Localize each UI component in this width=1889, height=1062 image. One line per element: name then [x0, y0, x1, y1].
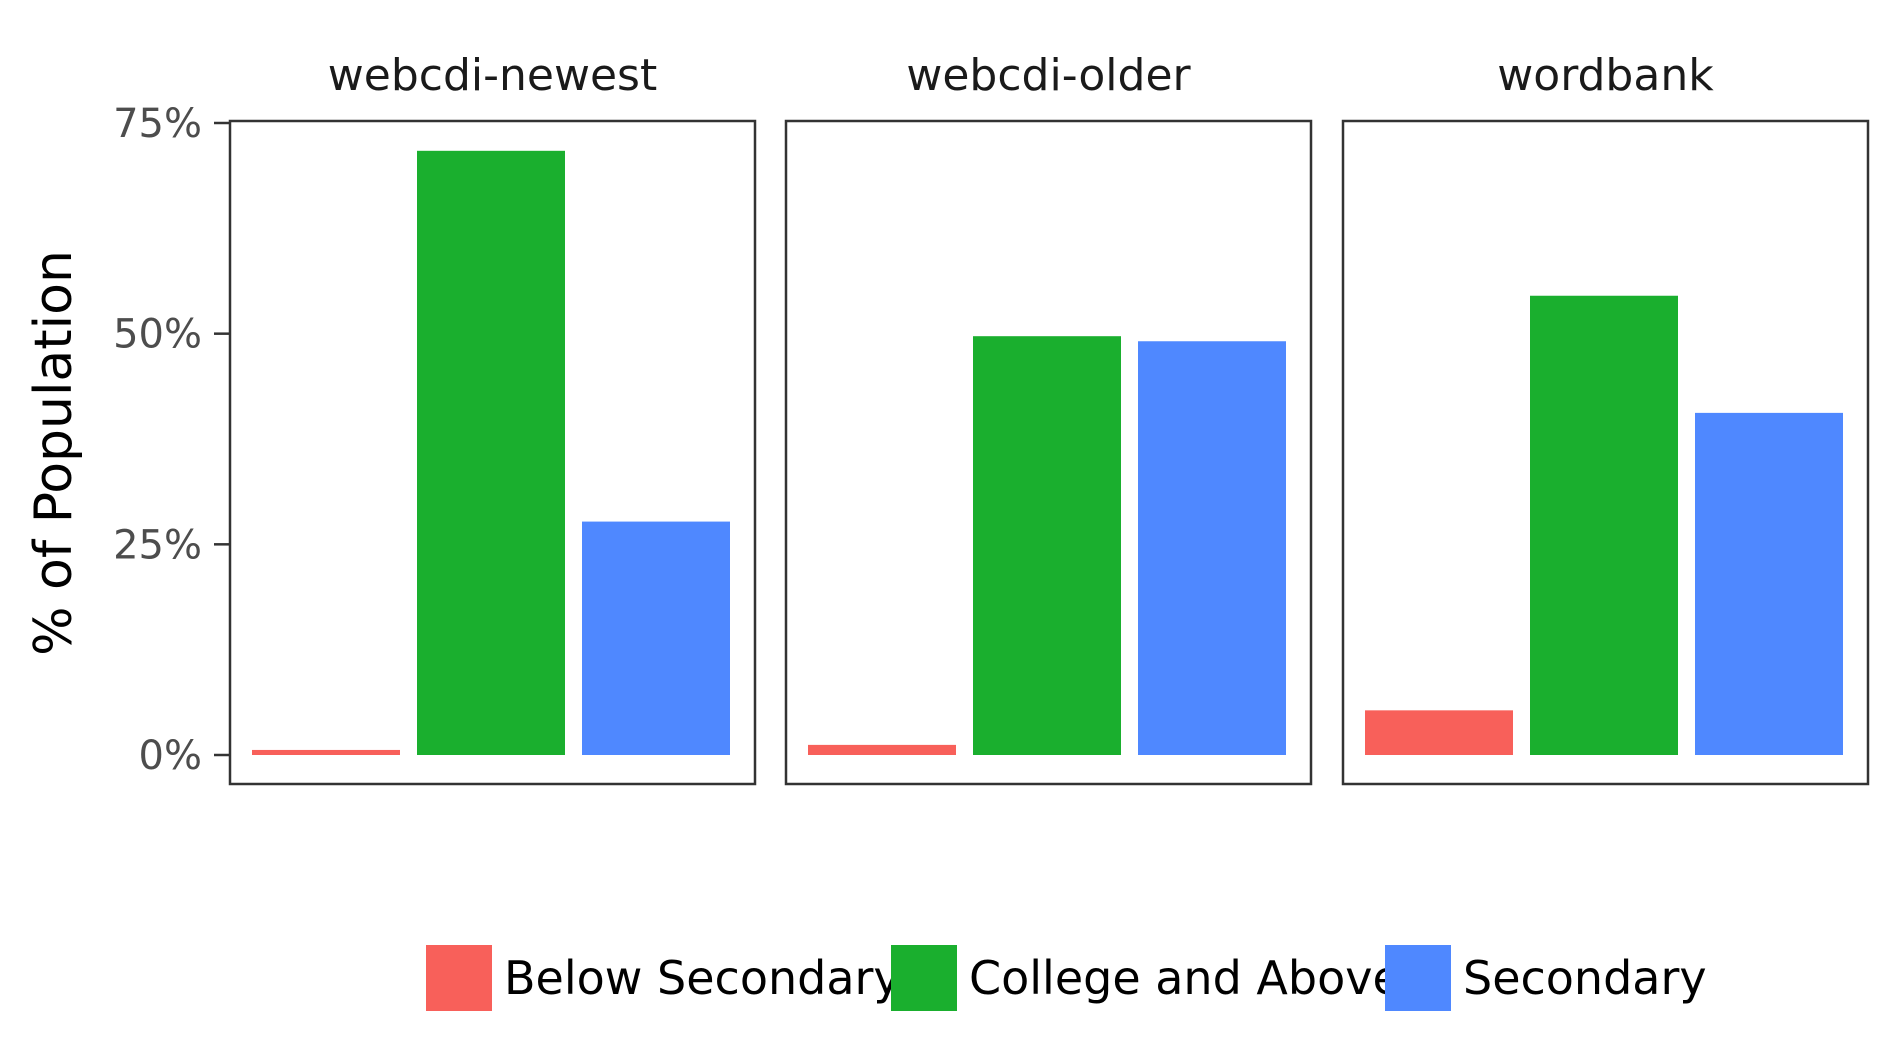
legend-key — [426, 945, 492, 1011]
bar-below-secondary — [252, 749, 400, 755]
facet-title: webcdi-older — [906, 50, 1191, 101]
facet-title: webcdi-newest — [328, 50, 657, 101]
bar-below-secondary — [808, 744, 956, 755]
facet-panel-wordbank: wordbank — [1341, 50, 1870, 786]
y-tick-label: 0% — [139, 733, 202, 779]
bar-college-and-above — [417, 150, 565, 756]
bar-college-and-above — [1530, 295, 1678, 755]
panel-border — [784, 119, 1313, 786]
bar-secondary — [1138, 341, 1286, 755]
facet-panel-webcdi-older: webcdi-older — [784, 50, 1313, 786]
panel-border — [228, 119, 757, 786]
facet-panel-webcdi-newest: webcdi-newest — [228, 50, 757, 786]
y-axis-title: % of Population — [24, 250, 84, 656]
legend-label: Below Secondary — [504, 951, 901, 1005]
legend-label: College and Above — [969, 951, 1401, 1005]
bar-secondary — [582, 521, 730, 755]
y-tick-label: 50% — [113, 312, 202, 358]
bar-below-secondary — [1365, 710, 1513, 755]
facet-panels: webcdi-newest webcdi-older wordbank — [228, 50, 1870, 786]
y-tick-label: 75% — [113, 101, 202, 147]
legend-item: College and Above — [891, 945, 1401, 1011]
y-tick-label: 25% — [113, 522, 202, 568]
legend: Below Secondary College and Above Secondar… — [426, 945, 1707, 1011]
bar-secondary — [1695, 412, 1843, 755]
panel-border — [1341, 119, 1870, 786]
legend-item: Below Secondary — [426, 945, 901, 1011]
legend-item: Secondary — [1385, 945, 1707, 1011]
legend-key — [891, 945, 957, 1011]
y-axis: 0% 25% 50% 75% — [113, 101, 230, 779]
legend-key — [1385, 945, 1451, 1011]
facet-title: wordbank — [1497, 50, 1714, 101]
bar-college-and-above — [973, 336, 1121, 755]
legend-label: Secondary — [1463, 951, 1707, 1005]
